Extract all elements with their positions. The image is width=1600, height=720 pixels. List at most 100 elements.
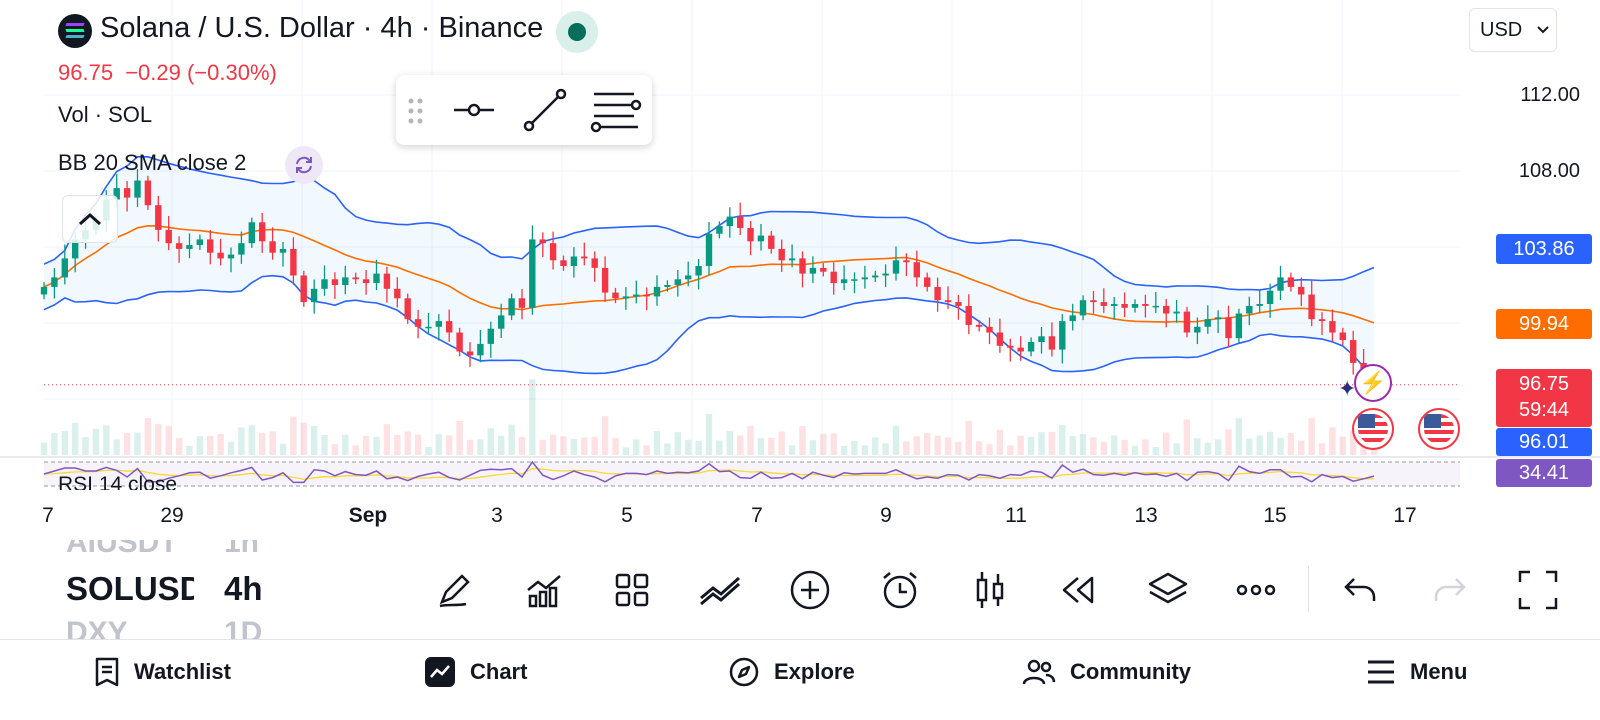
candle-body <box>1287 277 1295 287</box>
grid-icon[interactable] <box>608 566 656 614</box>
watchlist-icon <box>95 657 119 687</box>
indicators-icon[interactable] <box>520 566 568 614</box>
candle-body <box>903 260 910 263</box>
volume-bar <box>1121 439 1128 455</box>
candle-body <box>279 248 287 253</box>
candle-body <box>861 277 868 280</box>
volume-bar <box>1142 439 1149 455</box>
drag-handle-icon[interactable] <box>406 97 426 125</box>
candle-body <box>1214 317 1222 320</box>
picker-interval-next[interactable]: 1D <box>224 616 263 640</box>
compare-icon[interactable] <box>696 566 744 614</box>
fib-retracement-icon[interactable] <box>590 89 642 133</box>
candle-body <box>425 326 432 329</box>
date-tick-label: 5 <box>621 504 633 527</box>
volume-bar <box>1277 437 1284 455</box>
currency-value: USD <box>1480 18 1523 41</box>
candle-body <box>560 260 567 266</box>
volume-bar <box>1329 427 1336 455</box>
picker-interval-current[interactable]: 4h <box>224 570 263 607</box>
volume-bar <box>259 433 266 455</box>
horizontal-ray-icon[interactable] <box>452 95 496 125</box>
volume-bar <box>155 424 162 455</box>
volume-bar <box>809 440 817 455</box>
nav-explore[interactable]: Explore <box>728 650 855 694</box>
candle-body <box>716 226 723 234</box>
bb-legend[interactable]: BB 20 SMA close 2 <box>58 150 247 175</box>
nav-community[interactable]: Community <box>1022 650 1191 694</box>
volume-bar <box>227 441 235 455</box>
bb-lower-label: 96.01 <box>1496 428 1592 456</box>
volume-bar <box>425 447 432 455</box>
bb-upper-label: 103.86 <box>1496 234 1592 264</box>
lightning-event-icon[interactable]: ⚡ <box>1354 364 1392 402</box>
bb-lower-line <box>43 274 1375 379</box>
nav-menu[interactable]: Menu <box>1366 650 1467 694</box>
bottom-nav-divider <box>0 639 1600 640</box>
redo-icon[interactable] <box>1426 566 1474 614</box>
candle-body <box>165 229 172 244</box>
fullscreen-icon[interactable] <box>1514 566 1562 614</box>
symbol-title[interactable]: Solana / U.S. Dollar · 4h · Binance <box>100 12 544 44</box>
sparkle-icon[interactable]: ✦ <box>1338 376 1357 401</box>
candle-body <box>570 256 578 266</box>
price-chart[interactable] <box>0 0 1600 500</box>
pencil-icon[interactable] <box>430 566 478 614</box>
volume-bar <box>186 445 193 455</box>
collapse-legend-button[interactable] <box>62 195 118 243</box>
volume-legend[interactable]: Vol · SOL <box>58 102 153 127</box>
nav-chart[interactable]: Chart <box>424 650 527 694</box>
market-open-icon[interactable] <box>556 11 598 53</box>
date-tick-label: 29 <box>160 504 184 527</box>
more-icon[interactable] <box>1232 566 1280 614</box>
nav-menu-label: Menu <box>1410 659 1468 684</box>
candle-body <box>1329 321 1336 333</box>
alarm-icon[interactable] <box>876 566 924 614</box>
candle-body <box>1277 277 1284 291</box>
volume-bar <box>892 425 900 455</box>
candle-body <box>1069 315 1076 322</box>
candle-body <box>1173 311 1180 314</box>
candle-body <box>539 239 546 244</box>
candle-type-icon[interactable] <box>966 566 1014 614</box>
volume-bar <box>913 436 920 455</box>
candle-body <box>924 277 931 287</box>
candle-body <box>227 254 235 259</box>
volume-bar <box>955 441 962 455</box>
us-flag-event-icon-2[interactable] <box>1418 408 1460 450</box>
picker-symbol-next[interactable]: DXY <box>66 616 128 640</box>
picker-symbol-prev[interactable]: AIUSDT <box>66 540 178 559</box>
rsi-legend[interactable]: RSI 14 close <box>58 473 178 490</box>
candle-body <box>643 294 650 297</box>
candle-body <box>705 233 713 266</box>
date-tick-label: 7 <box>42 504 54 527</box>
refresh-indicator-icon[interactable] <box>285 146 323 184</box>
picker-symbol-current[interactable]: SOLUSD <box>66 570 194 607</box>
trend-line-icon[interactable] <box>522 87 568 133</box>
volume-bar <box>103 425 110 455</box>
volume-bar <box>207 435 214 455</box>
picker-interval-prev[interactable]: 1h <box>224 540 260 559</box>
candle-body <box>310 288 318 303</box>
candle-body <box>529 239 536 308</box>
currency-selector[interactable]: USD <box>1469 8 1557 52</box>
symbol-picker[interactable]: AIUSDT 1h SOLUSD 4h DXY 1D <box>0 540 400 640</box>
nav-explore-label: Explore <box>774 659 855 684</box>
candle-body <box>633 294 640 297</box>
candle-body <box>809 267 817 274</box>
replay-icon[interactable] <box>1054 566 1102 614</box>
candle-body <box>830 271 837 284</box>
candle-body <box>175 243 183 249</box>
undo-icon[interactable] <box>1336 566 1384 614</box>
add-icon[interactable] <box>786 566 834 614</box>
date-tick-label: 9 <box>880 504 892 527</box>
price-change: −0.29 (−0.30%) <box>125 60 277 85</box>
volume-bar <box>768 437 775 455</box>
layers-icon[interactable] <box>1144 566 1192 614</box>
us-flag-event-icon[interactable] <box>1352 408 1394 450</box>
volume-bar <box>61 431 68 455</box>
candle-body <box>1152 305 1159 308</box>
nav-watchlist[interactable]: Watchlist <box>94 650 231 694</box>
volume-bar <box>1204 442 1211 455</box>
volume-bar <box>872 437 879 455</box>
